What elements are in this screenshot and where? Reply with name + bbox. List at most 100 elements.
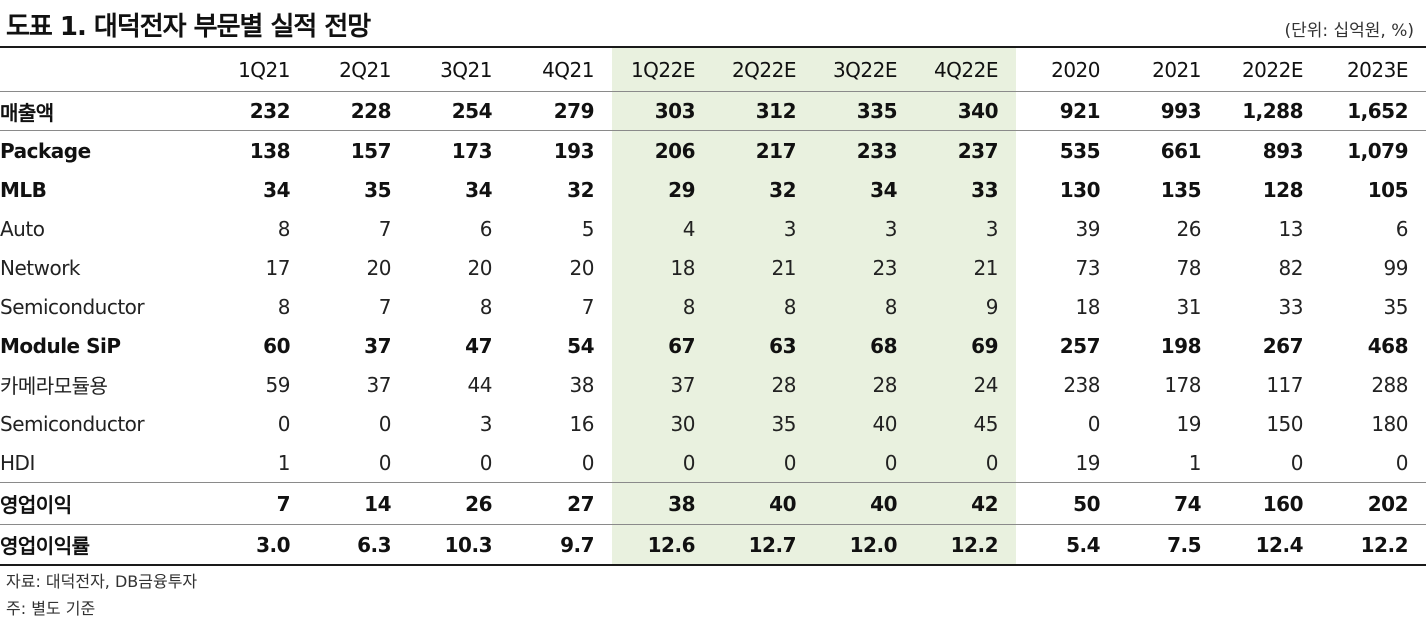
table-cell: 20 bbox=[366, 255, 392, 280]
table-cell: 18 bbox=[1075, 294, 1101, 319]
table-cell: 32 bbox=[567, 177, 594, 202]
table-cell: 7 bbox=[276, 491, 291, 516]
row-label: MLB bbox=[0, 177, 47, 202]
row-label: Network bbox=[0, 255, 81, 280]
table-cell: 0 bbox=[1087, 411, 1101, 436]
header-row: 1Q21 2Q21 3Q21 4Q21 1Q22E 2Q22E 3Q22E 4Q22E 2020… bbox=[0, 48, 1426, 92]
table-cell: 206 bbox=[612, 130, 713, 170]
table-cell: 33 bbox=[1278, 294, 1304, 319]
column-header: 2020 bbox=[1051, 57, 1100, 82]
column-header: 2Q22E bbox=[713, 48, 814, 92]
table-cell: 45 bbox=[915, 404, 1016, 443]
table-cell: 44 bbox=[467, 372, 493, 397]
table-cell: 0 bbox=[378, 411, 392, 436]
table-cell: 228 bbox=[350, 99, 392, 123]
table-title: 도표 1. 대덕전자 부문별 실적 전망 bbox=[6, 12, 371, 42]
table-cell: 232 bbox=[249, 99, 291, 123]
table-cell: 150 bbox=[1266, 411, 1303, 436]
table-cell: 3 bbox=[713, 209, 814, 248]
table-cell: 8 bbox=[713, 287, 814, 326]
table-cell: 67 bbox=[612, 326, 713, 365]
table-cell: 12.7 bbox=[713, 524, 814, 565]
column-header: 3Q21 bbox=[440, 57, 492, 82]
operating-margin-row: 영업이익률 3.0 6.3 10.3 9.7 12.6 12.7 12.0 12.2 5.4 7.5… bbox=[0, 524, 1426, 565]
table-cell: 54 bbox=[567, 333, 594, 358]
table-cell: 26 bbox=[1176, 216, 1202, 241]
table-cell: 38 bbox=[569, 372, 595, 397]
row-label: Auto bbox=[0, 216, 45, 241]
table-cell: 37 bbox=[364, 333, 391, 358]
table-cell: 63 bbox=[713, 326, 814, 365]
table-cell: 28 bbox=[713, 365, 814, 404]
table-cell: 19 bbox=[1075, 450, 1101, 475]
column-header: 2021 bbox=[1152, 57, 1201, 82]
table-cell: 40 bbox=[814, 482, 915, 525]
table-cell: 178 bbox=[1164, 372, 1201, 397]
table-cell: 35 bbox=[364, 177, 391, 202]
table-cell: 6 bbox=[1395, 216, 1409, 241]
table-cell: 0 bbox=[612, 443, 713, 483]
column-header: 4Q22E bbox=[915, 48, 1016, 92]
table-cell: 17 bbox=[265, 255, 291, 280]
column-header: 4Q21 bbox=[542, 57, 594, 82]
table-cell: 20 bbox=[569, 255, 595, 280]
module-sip-row: Module SiP 60 37 47 54 67 63 68 69 257 198 267 468 bbox=[0, 326, 1426, 365]
table-cell: 37 bbox=[366, 372, 392, 397]
source-footnote: 자료: 대덕전자, DB금융투자 bbox=[6, 572, 198, 591]
table-cell: 303 bbox=[612, 91, 713, 131]
table-cell: 6 bbox=[479, 216, 493, 241]
table-cell: 50 bbox=[1073, 491, 1100, 516]
mlb-auto-row: Auto 8 7 6 5 4 3 3 3 39 26 13 6 bbox=[0, 209, 1426, 248]
table-cell: 5.4 bbox=[1066, 532, 1100, 557]
table-cell: 21 bbox=[713, 248, 814, 287]
table-cell: 0 bbox=[479, 450, 493, 475]
row-label: Module SiP bbox=[0, 333, 121, 358]
table-cell: 0 bbox=[915, 443, 1016, 483]
table-cell: 39 bbox=[1075, 216, 1101, 241]
table-cell: 993 bbox=[1160, 99, 1202, 123]
table-cell: 40 bbox=[814, 404, 915, 443]
table-cell: 8 bbox=[277, 294, 291, 319]
table-cell: 468 bbox=[1367, 333, 1409, 358]
table-cell: 8 bbox=[612, 287, 713, 326]
table-cell: 30 bbox=[612, 404, 713, 443]
table-cell: 0 bbox=[1290, 450, 1304, 475]
row-label: Semiconductor bbox=[0, 294, 145, 319]
table-cell: 10.3 bbox=[444, 532, 493, 557]
table-cell: 34 bbox=[465, 177, 492, 202]
table-cell: 0 bbox=[814, 443, 915, 483]
table-cell: 38 bbox=[612, 482, 713, 525]
table-cell: 335 bbox=[814, 91, 915, 131]
table-cell: 69 bbox=[915, 326, 1016, 365]
table-cell: 47 bbox=[465, 333, 492, 358]
table-cell: 233 bbox=[814, 130, 915, 170]
table-cell: 99 bbox=[1383, 255, 1409, 280]
column-header: 2023E bbox=[1346, 57, 1409, 82]
table-cell: 21 bbox=[915, 248, 1016, 287]
table-cell: 0 bbox=[378, 450, 392, 475]
row-label: HDI bbox=[0, 450, 35, 475]
table-cell: 59 bbox=[265, 372, 291, 397]
table-cell: 1,288 bbox=[1242, 99, 1303, 123]
table-cell: 5 bbox=[581, 216, 595, 241]
table-cell: 8 bbox=[277, 216, 291, 241]
table-cell: 130 bbox=[1059, 177, 1101, 202]
table-cell: 73 bbox=[1075, 255, 1101, 280]
table-cell: 13 bbox=[1278, 216, 1304, 241]
table-cell: 35 bbox=[713, 404, 814, 443]
table-cell: 4 bbox=[612, 209, 713, 248]
table-cell: 340 bbox=[915, 91, 1016, 131]
table-cell: 661 bbox=[1160, 138, 1202, 163]
table-cell: 0 bbox=[581, 450, 595, 475]
table-cell: 34 bbox=[263, 177, 290, 202]
sip-semiconductor-row: Semiconductor 0 0 3 16 30 35 40 45 0 19 150 180 bbox=[0, 404, 1426, 443]
mlb-semiconductor-row: Semiconductor 8 7 8 7 8 8 8 9 18 31 33 35 bbox=[0, 287, 1426, 326]
table-cell: 180 bbox=[1371, 411, 1408, 436]
table-cell: 3 bbox=[479, 411, 493, 436]
row-label: 매출액 bbox=[0, 100, 54, 125]
table-cell: 14 bbox=[364, 491, 391, 516]
table-cell: 60 bbox=[263, 333, 290, 358]
table-cell: 193 bbox=[553, 138, 595, 163]
table-cell: 9.7 bbox=[560, 532, 594, 557]
table-cell: 921 bbox=[1059, 99, 1101, 123]
